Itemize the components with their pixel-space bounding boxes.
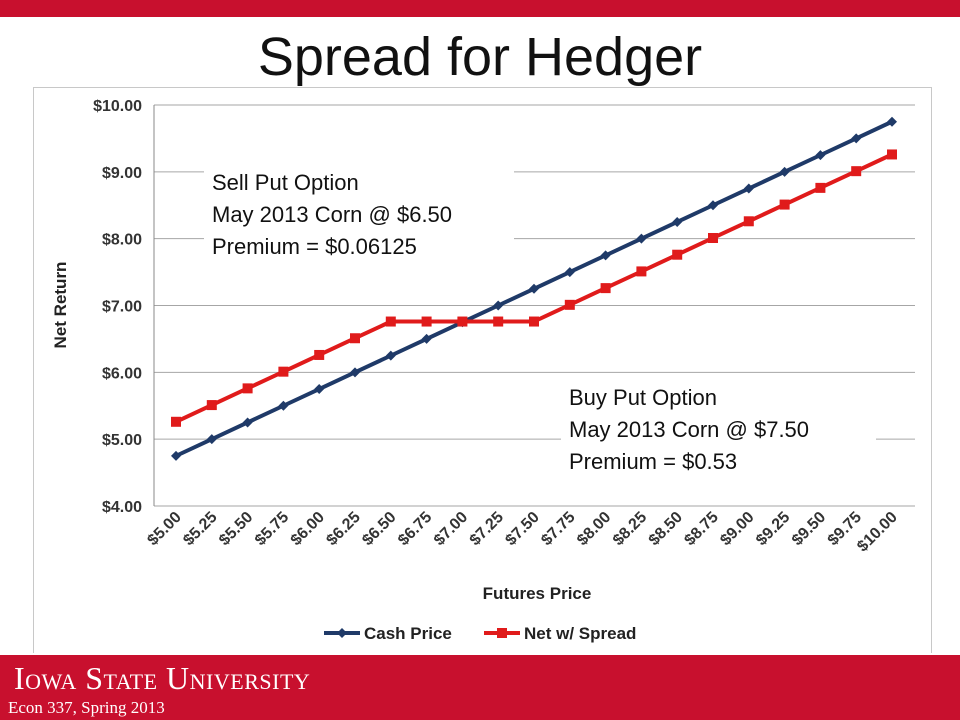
x-tick-label: $9.50: [789, 509, 829, 549]
data-point-cash: [421, 333, 432, 344]
data-point-spread: [529, 316, 539, 327]
data-point-cash: [206, 434, 217, 445]
annotation-text: May 2013 Corn @ $6.50: [212, 202, 452, 227]
data-point-cash: [493, 300, 504, 311]
data-point-cash: [600, 250, 611, 261]
x-tick-label: $8.00: [574, 509, 614, 549]
data-point-spread: [206, 400, 217, 411]
footer-bar: [0, 655, 960, 720]
university-wordmark: Iowa State University: [14, 660, 311, 696]
chart-frame: $4.00 $5.00 $6.00 $7.00 $8.00 $9.00 $10.00 $5.0…: [33, 87, 932, 655]
slide-title: Spread for Hedger: [257, 27, 703, 87]
data-point-spread: [851, 166, 862, 177]
footer-divider: [0, 653, 960, 655]
x-tick-label: $7.75: [538, 509, 578, 549]
annotation-text: Sell Put Option: [212, 170, 359, 195]
legend-marker: [497, 628, 507, 638]
data-point-cash: [350, 367, 360, 378]
data-point-spread: [636, 266, 647, 277]
data-point-spread: [779, 199, 790, 210]
legend-label: Cash Price: [364, 624, 452, 643]
data-point-cash: [242, 417, 253, 428]
y-tick-label: $9.00: [102, 165, 142, 182]
annotation-text: Buy Put Option: [569, 385, 717, 410]
y-tick-label: $6.00: [102, 365, 142, 382]
x-tick-label: $8.25: [610, 509, 650, 549]
data-point-cash: [743, 183, 754, 194]
x-tick-label: $7.50: [502, 509, 542, 549]
x-tick-label: $10.00: [854, 509, 901, 556]
data-point-spread: [314, 349, 325, 360]
x-tick-label: $5.25: [180, 509, 220, 549]
data-point-cash: [815, 150, 826, 161]
data-point-spread: [171, 416, 181, 427]
y-tick-label: $4.00: [102, 499, 142, 516]
data-point-cash: [636, 233, 647, 244]
x-axis-title: Futures Price: [483, 584, 592, 603]
x-tick-label: $9.00: [717, 509, 757, 549]
data-point-spread: [672, 249, 683, 260]
y-tick-label: $10.00: [93, 98, 142, 115]
course-label: Econ 337, Spring 2013: [8, 698, 165, 717]
y-tick-label: $8.00: [102, 232, 142, 249]
x-tick-label: $9.25: [753, 509, 793, 549]
x-tick-label: $5.50: [216, 509, 256, 549]
x-tick-label: $8.50: [646, 509, 686, 549]
data-point-spread: [385, 316, 396, 327]
data-point-spread: [815, 182, 826, 193]
data-point-cash: [278, 400, 289, 411]
x-tick-label: $7.25: [467, 509, 507, 549]
data-point-spread: [350, 333, 360, 344]
annotation-text: Premium = $0.06125: [212, 234, 417, 259]
data-point-spread: [242, 383, 253, 394]
data-point-cash: [887, 116, 897, 127]
data-point-cash: [708, 200, 718, 211]
line-chart: $4.00$5.00$6.00$7.00$8.00$9.00$10.00$5.0…: [51, 98, 915, 643]
data-point-spread: [600, 283, 611, 294]
data-point-spread: [887, 149, 897, 160]
top-accent-bar: [0, 0, 960, 17]
data-point-cash: [314, 384, 325, 395]
legend-label: Net w/ Spread: [524, 624, 636, 643]
data-point-cash: [779, 166, 790, 177]
y-axis-title: Net Return: [51, 262, 70, 349]
data-point-cash: [529, 283, 539, 294]
x-tick-label: $5.75: [252, 509, 292, 549]
data-point-cash: [672, 216, 683, 227]
y-tick-label: $7.00: [102, 299, 142, 316]
x-tick-label: $8.75: [681, 509, 721, 549]
data-point-spread: [743, 216, 754, 227]
y-tick-label: $5.00: [102, 432, 142, 449]
x-tick-label: $6.25: [323, 509, 363, 549]
data-point-spread: [493, 316, 504, 327]
legend-marker: [337, 628, 347, 638]
data-point-spread: [421, 316, 432, 327]
data-point-cash: [851, 133, 862, 144]
annotation-text: Premium = $0.53: [569, 449, 737, 474]
data-point-spread: [278, 366, 289, 377]
x-tick-label: $6.75: [395, 509, 435, 549]
x-tick-label: $6.00: [288, 509, 328, 549]
x-tick-label: $7.00: [431, 509, 471, 549]
annotation-box: [561, 375, 876, 481]
x-tick-label: $6.50: [359, 509, 399, 549]
annotation-box: [204, 160, 514, 266]
annotation-text: May 2013 Corn @ $7.50: [569, 417, 809, 442]
data-point-cash: [564, 267, 575, 278]
x-tick-label: $5.00: [144, 509, 184, 549]
data-point-spread: [457, 316, 468, 327]
data-point-cash: [171, 450, 181, 461]
data-point-spread: [564, 299, 575, 310]
data-point-cash: [385, 350, 396, 361]
data-point-spread: [708, 232, 718, 243]
